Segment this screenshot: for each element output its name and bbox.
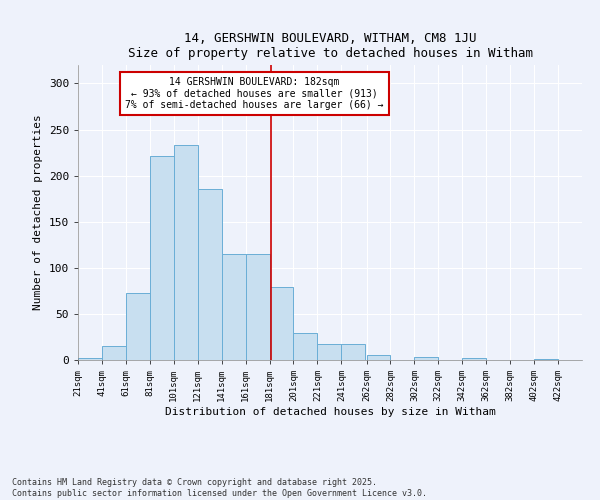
Bar bbox=[293, 334, 317, 360]
Bar bbox=[174, 145, 198, 360]
Bar bbox=[221, 254, 245, 360]
Bar bbox=[534, 359, 558, 360]
Bar bbox=[198, 188, 221, 360]
Text: 14 GERSHWIN BOULEVARD: 182sqm
← 93% of detached houses are smaller (913)
7% of s: 14 GERSHWIN BOULEVARD: 182sqm ← 93% of d… bbox=[125, 77, 383, 110]
X-axis label: Distribution of detached houses by size in Witham: Distribution of detached houses by size … bbox=[164, 407, 496, 417]
Bar bbox=[341, 344, 365, 360]
Text: Contains HM Land Registry data © Crown copyright and database right 2025.
Contai: Contains HM Land Registry data © Crown c… bbox=[12, 478, 427, 498]
Bar bbox=[317, 344, 341, 360]
Bar bbox=[126, 292, 150, 360]
Bar bbox=[462, 358, 486, 360]
Title: 14, GERSHWIN BOULEVARD, WITHAM, CM8 1JU
Size of property relative to detached ho: 14, GERSHWIN BOULEVARD, WITHAM, CM8 1JU … bbox=[128, 32, 533, 60]
Bar bbox=[150, 156, 174, 360]
Bar bbox=[415, 357, 439, 360]
Y-axis label: Number of detached properties: Number of detached properties bbox=[33, 114, 43, 310]
Bar bbox=[245, 254, 269, 360]
Bar bbox=[102, 346, 126, 360]
Bar bbox=[367, 356, 391, 360]
Bar bbox=[269, 287, 293, 360]
Bar bbox=[78, 358, 102, 360]
